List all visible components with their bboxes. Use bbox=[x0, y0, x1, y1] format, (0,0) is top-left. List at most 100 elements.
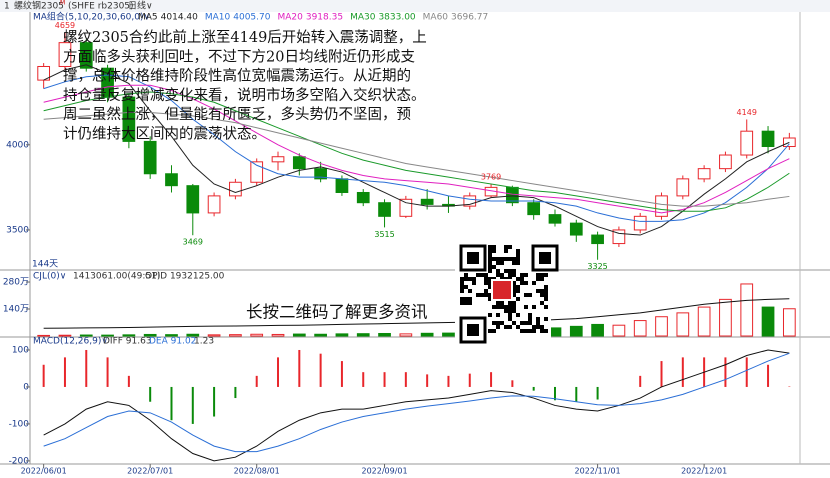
qr-cell bbox=[476, 273, 480, 277]
qr-cell bbox=[544, 305, 548, 309]
candle-body bbox=[591, 234, 604, 245]
qr-cell bbox=[496, 257, 500, 261]
volume-bar bbox=[655, 316, 668, 337]
qr-cell bbox=[460, 277, 464, 281]
qr-cell bbox=[464, 301, 468, 305]
macd-legend: 1.23 bbox=[194, 337, 214, 347]
candle-body bbox=[420, 198, 434, 205]
legend-value: 3696.77 bbox=[451, 13, 488, 23]
qr-cell bbox=[508, 309, 512, 313]
volume-bar bbox=[101, 334, 114, 337]
qr-cell bbox=[516, 277, 520, 281]
candle-body bbox=[463, 195, 477, 207]
qr-finder bbox=[459, 316, 487, 344]
qr-cell bbox=[488, 249, 492, 253]
qr-cell bbox=[508, 317, 512, 321]
candle-body bbox=[335, 178, 349, 193]
qr-cell bbox=[540, 273, 544, 277]
qr-cell bbox=[488, 269, 492, 273]
qr-cell bbox=[484, 293, 488, 297]
note-line: 周二虽然上涨，但量能有所匮乏，多头势仍不坚固，预 bbox=[63, 106, 411, 123]
qr-cell bbox=[524, 273, 528, 277]
volume-bar bbox=[633, 320, 647, 337]
candle-body bbox=[186, 185, 200, 214]
qr-cell bbox=[464, 273, 468, 277]
qr-cell bbox=[512, 309, 516, 313]
candle-body bbox=[165, 173, 178, 187]
qr-cell bbox=[480, 293, 484, 297]
macd-selector[interactable]: MACD(12,26,9)∨ bbox=[33, 337, 108, 347]
qr-cell bbox=[540, 301, 544, 305]
volume-bar bbox=[378, 332, 391, 337]
ma-selector[interactable]: MA组合(5,10,20,30,60,0)∨ bbox=[33, 11, 150, 23]
qr-cell bbox=[512, 273, 516, 277]
qr-cell bbox=[488, 313, 492, 317]
qr-finder bbox=[459, 244, 487, 272]
qr-cell bbox=[500, 273, 504, 277]
candle-body bbox=[399, 198, 413, 217]
volume-bar bbox=[442, 332, 455, 337]
volume-legend: 1413061.00(49:51) bbox=[73, 272, 160, 282]
qr-cell bbox=[500, 257, 504, 261]
candle-body bbox=[271, 156, 285, 163]
qr-cell bbox=[528, 293, 532, 297]
x-tick-label: 2022/07/01 bbox=[127, 467, 173, 476]
qr-cell bbox=[508, 273, 512, 277]
qr-cell bbox=[484, 281, 488, 285]
note-line: 螺纹2305合约此前上涨至4149后开始转入震荡调整，上 bbox=[63, 29, 427, 46]
qr-cell bbox=[544, 317, 548, 321]
volume-bar bbox=[79, 334, 93, 337]
qr-cell bbox=[544, 289, 548, 293]
qr-cell bbox=[516, 249, 520, 253]
qr-cell bbox=[532, 281, 536, 285]
extreme-label: 3325 bbox=[587, 262, 607, 271]
extreme-label: 4149 bbox=[737, 108, 757, 117]
qr-cell bbox=[544, 297, 548, 301]
dea-legend: DEA 91.02 bbox=[149, 337, 196, 347]
qr-cell bbox=[488, 277, 492, 281]
qr-cell bbox=[540, 293, 544, 297]
qr-cell bbox=[468, 289, 472, 293]
qr-cell bbox=[544, 329, 548, 333]
legend-value: 4014.40 bbox=[161, 13, 198, 23]
note-line: 计仍维持大区间内的震荡状态。 bbox=[63, 126, 266, 143]
legend-name: MA60 bbox=[423, 13, 449, 23]
qr-cell bbox=[468, 297, 472, 301]
volume-selector[interactable]: CJL(0)∨ bbox=[33, 272, 66, 282]
candle-body bbox=[612, 229, 626, 245]
qr-cell bbox=[496, 269, 500, 273]
legend-value: 3918.35 bbox=[306, 13, 343, 23]
period-select[interactable]: 日线∨ bbox=[128, 0, 153, 12]
qr-cell bbox=[532, 325, 536, 329]
qr-cell bbox=[536, 273, 540, 277]
qr-cell bbox=[536, 277, 540, 281]
volume-bar bbox=[761, 306, 775, 337]
qr-cell bbox=[500, 305, 504, 309]
qr-cell bbox=[504, 325, 508, 329]
volume-bar bbox=[165, 334, 178, 337]
candle-body bbox=[378, 202, 391, 217]
qr-cell bbox=[512, 269, 516, 273]
qr-cell bbox=[492, 245, 496, 249]
volume-bar bbox=[250, 333, 264, 337]
volume-bar bbox=[740, 283, 754, 337]
legend-value: 4005.70 bbox=[233, 13, 270, 23]
qr-cell bbox=[544, 285, 548, 289]
qr-cell bbox=[460, 281, 464, 285]
volume-bar bbox=[356, 333, 370, 337]
qr-cell bbox=[488, 293, 492, 297]
legend-name: MA20 bbox=[277, 13, 303, 23]
volume-bar bbox=[37, 334, 51, 337]
y-tick-label: -100 bbox=[9, 419, 30, 429]
qr-cell bbox=[488, 245, 492, 249]
qr-cell bbox=[520, 329, 524, 333]
qr-cell bbox=[540, 289, 544, 293]
volume-bar bbox=[186, 333, 200, 337]
qr-cell bbox=[524, 281, 528, 285]
qr-cell bbox=[516, 253, 520, 257]
panel-lines bbox=[0, 12, 830, 465]
qr-finder-core bbox=[467, 252, 479, 264]
volume-bar bbox=[612, 324, 626, 337]
y-tick-label: 4000 bbox=[6, 140, 29, 150]
qr-cell bbox=[544, 293, 548, 297]
